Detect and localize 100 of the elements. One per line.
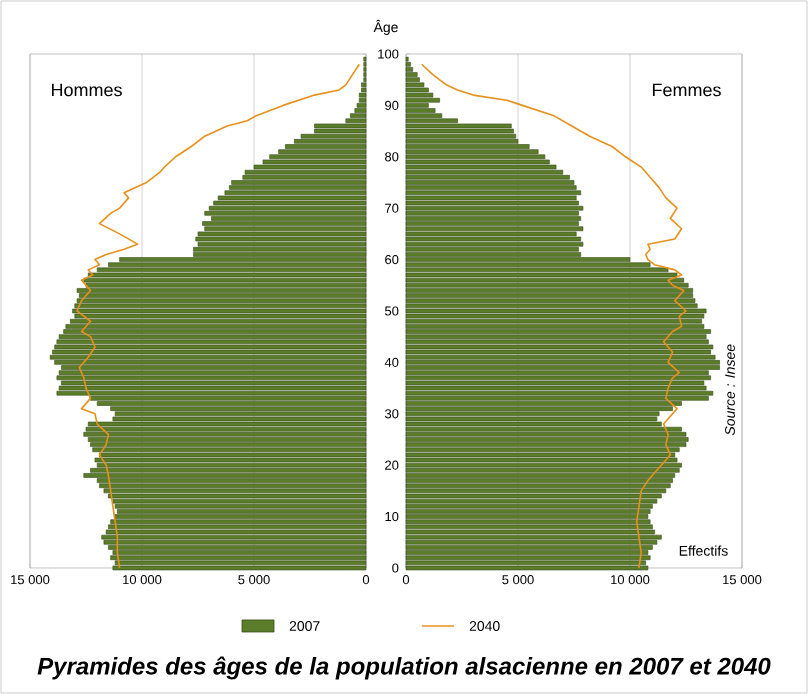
bar [193,247,367,252]
bar [405,154,546,160]
bar [405,432,687,437]
bar [405,483,671,489]
bar [224,190,367,196]
bar [405,385,707,391]
bar [213,200,367,206]
bar [61,365,367,370]
bar [405,334,707,339]
bar [361,82,367,88]
bar [92,447,367,453]
bar [87,437,367,442]
bar [405,185,577,190]
bar [358,97,367,103]
bar [94,457,367,463]
bar [314,123,367,129]
bar [90,442,367,447]
bar [405,493,662,499]
bar [405,108,436,113]
bar [195,236,367,242]
bar [72,308,367,314]
bar [405,149,539,154]
bar [285,144,367,149]
bar [405,180,575,185]
bar [405,488,667,494]
bar [405,318,702,324]
bar [405,272,678,278]
bar [114,514,367,519]
bar [361,87,367,93]
bar [405,468,680,473]
bar [405,216,582,221]
bar [108,524,367,530]
bar [112,565,367,571]
bar [405,87,429,93]
bar [405,200,579,206]
bar [197,241,367,247]
bar [114,503,367,509]
bar [108,493,367,499]
bar [405,133,517,139]
bar [204,226,367,232]
bar [405,61,411,67]
bar [405,169,564,175]
bar [49,354,367,360]
bar [103,488,367,494]
bar [217,195,367,201]
bar [83,277,367,283]
bar [405,159,550,165]
bar [76,288,367,293]
bar [405,72,418,77]
bar [85,426,367,432]
bar [231,180,367,185]
bar [405,231,577,237]
bar [405,241,584,247]
bar [405,324,705,329]
bar [112,498,367,504]
bar [405,498,658,504]
bar [96,401,367,406]
bar [405,534,662,540]
bar [405,565,649,571]
bar [300,133,367,139]
bar [405,77,420,82]
bar [405,128,514,134]
bar [405,82,425,88]
bar [405,416,658,422]
bar [405,514,649,519]
bar [405,344,714,350]
bar [405,164,557,170]
bar [405,390,714,396]
bar [58,334,367,339]
bar [114,411,367,417]
bar [405,442,687,447]
bar [405,545,653,550]
bar [61,380,367,386]
bar [405,92,434,98]
bar [70,318,367,324]
bar [354,108,367,113]
bar [405,396,709,401]
bar [405,503,653,509]
bar [405,524,653,530]
bar [405,339,709,345]
bar [101,534,367,540]
bar [405,298,696,303]
bar [405,221,579,226]
text: Pyramides des âges de la population alsacienne en 2007 et 2040 [37,656,771,680]
annotation: Femmes [652,83,721,97]
bar [54,344,367,350]
bar [405,288,694,293]
bar [405,550,649,555]
bar [56,375,367,381]
bar [405,457,678,463]
bar [405,447,680,453]
bar [405,190,582,196]
bar [244,169,367,175]
bar [87,272,367,278]
bar [108,545,367,550]
bar [405,519,651,525]
bar [96,267,367,273]
bar [350,113,367,118]
bar [405,360,720,365]
bar [58,370,367,375]
